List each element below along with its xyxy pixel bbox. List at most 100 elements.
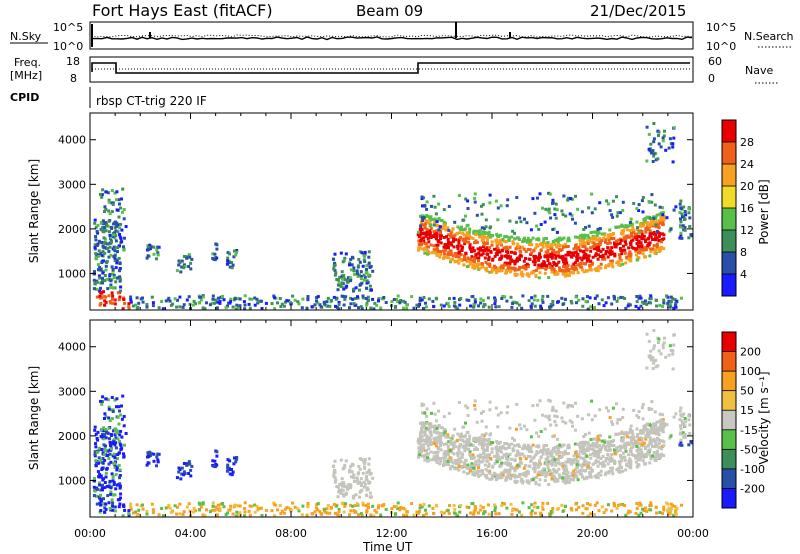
power-cell — [362, 278, 366, 282]
power-cell — [146, 254, 150, 258]
power-cell — [566, 245, 570, 248]
velocity-cell — [432, 512, 436, 516]
power-cell — [639, 241, 643, 245]
power-cell — [112, 274, 116, 277]
velocity-cell — [568, 478, 572, 482]
power-cell — [461, 245, 464, 249]
power-cell — [646, 228, 650, 231]
power-cell — [490, 240, 494, 244]
power-cell — [235, 249, 239, 252]
velocity-cell — [425, 436, 429, 440]
velocity-cell — [547, 483, 551, 486]
power-cell — [687, 207, 691, 211]
velocity-cell — [92, 485, 96, 489]
velocity-cell — [527, 506, 531, 510]
power-cell — [557, 260, 561, 264]
velocity-cell — [445, 442, 449, 446]
velocity-cell — [301, 504, 305, 508]
power-cell — [534, 268, 538, 272]
power-cell — [429, 243, 433, 247]
velocity-cell — [508, 468, 512, 472]
power-cell — [475, 240, 479, 244]
velocity-cell — [624, 441, 628, 445]
velocity-cell — [552, 474, 556, 478]
velocity-cell — [106, 453, 110, 457]
velocity-cell — [637, 453, 641, 457]
velocity-cell — [529, 478, 533, 482]
velocity-cell — [643, 453, 647, 457]
velocity-cell — [367, 505, 370, 509]
velocity-cell — [486, 442, 490, 446]
velocity-cell — [115, 405, 118, 409]
velocity-cell — [427, 447, 431, 451]
velocity-cell — [662, 444, 666, 448]
velocity-cell — [549, 454, 553, 458]
velocity-cell — [675, 506, 679, 510]
velocity-cell — [438, 432, 442, 436]
power-cell — [358, 288, 361, 292]
power-cell — [581, 245, 585, 248]
power-cell — [99, 251, 103, 255]
velocity-cell — [627, 459, 631, 463]
power-cell — [210, 301, 214, 305]
power-cell — [98, 276, 102, 280]
velocity-cell — [108, 440, 112, 444]
velocity-cell — [495, 475, 499, 479]
power-cell — [538, 252, 542, 256]
velocity-cell — [111, 408, 115, 412]
power-cell — [549, 247, 553, 251]
power-cell — [560, 237, 564, 241]
velocity-cell — [415, 510, 419, 514]
velocity-cell — [580, 472, 584, 476]
y-tick-label: 1000 — [58, 267, 86, 280]
power-cell — [108, 272, 112, 276]
power-cell — [566, 237, 570, 241]
power-cell — [238, 297, 242, 301]
power-cell — [611, 265, 615, 269]
colorbar-tick-label: 12 — [740, 224, 754, 237]
power-cell — [497, 305, 501, 309]
velocity-cell — [584, 469, 588, 473]
velocity-cell — [426, 444, 430, 448]
power-cell — [546, 294, 550, 298]
power-cell — [218, 300, 222, 304]
power-cell — [600, 239, 604, 242]
velocity-cell — [653, 439, 656, 443]
power-cell — [500, 269, 504, 272]
velocity-cell — [149, 452, 153, 456]
velocity-cell — [643, 426, 646, 429]
velocity-cell — [623, 504, 627, 507]
velocity-cell — [591, 452, 595, 456]
power-cell — [551, 228, 555, 231]
velocity-cell — [489, 456, 493, 460]
power-cell — [544, 254, 548, 258]
velocity-cell — [652, 344, 656, 348]
power-cell — [634, 253, 638, 257]
velocity-cell — [493, 509, 497, 513]
power-cell — [243, 307, 247, 311]
velocity-cell — [562, 452, 566, 456]
power-cell — [442, 236, 446, 239]
power-cell — [211, 297, 215, 301]
power-cell — [661, 136, 665, 140]
velocity-cell — [418, 506, 422, 510]
power-cell — [654, 238, 658, 242]
power-cell — [652, 137, 656, 141]
power-cell — [497, 268, 501, 272]
velocity-cell — [528, 455, 532, 459]
power-cell — [340, 281, 344, 285]
power-cell — [255, 297, 259, 301]
power-cell — [624, 306, 628, 310]
power-cell — [102, 246, 106, 249]
power-cell — [301, 297, 305, 301]
power-cell — [185, 256, 189, 260]
velocity-cell — [113, 443, 117, 447]
power-cell — [422, 239, 426, 243]
power-cell — [190, 257, 194, 261]
velocity-cell — [502, 453, 506, 457]
velocity-cell — [538, 478, 542, 482]
velocity-cell — [109, 486, 113, 490]
velocity-cell — [619, 502, 623, 506]
power-cell — [578, 264, 582, 268]
velocity-cell — [651, 367, 655, 370]
